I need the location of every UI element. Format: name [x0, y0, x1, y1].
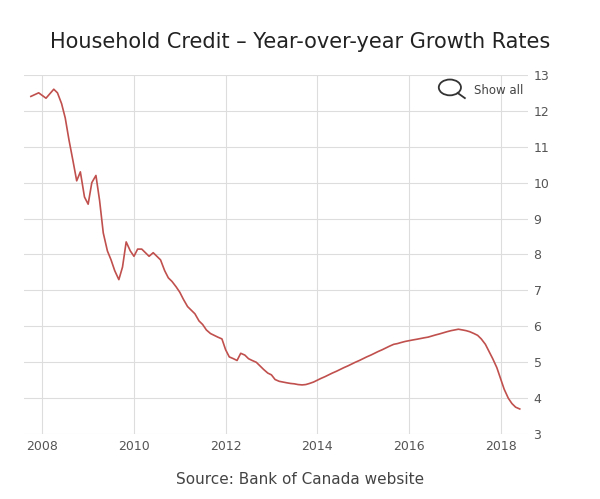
Text: Source: Bank of Canada website: Source: Bank of Canada website [176, 472, 424, 487]
Text: Household Credit – Year-over-year Growth Rates: Household Credit – Year-over-year Growth… [50, 32, 550, 52]
Text: Show all: Show all [473, 84, 523, 97]
